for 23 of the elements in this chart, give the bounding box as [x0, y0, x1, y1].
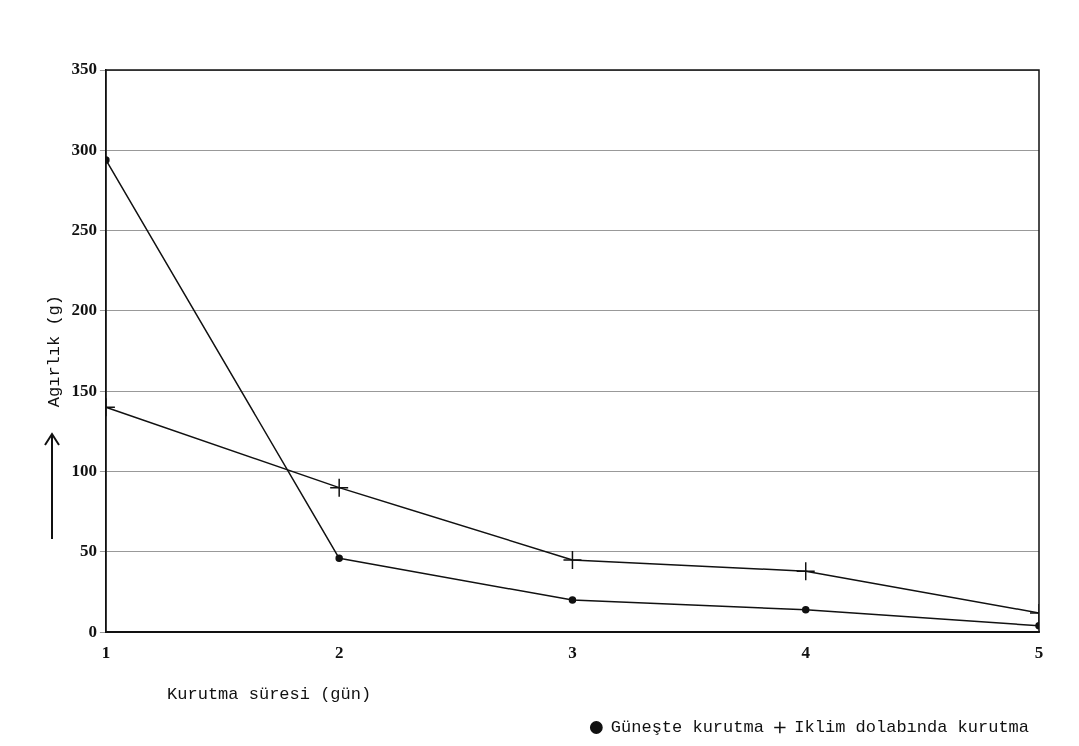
x-tick-label: 4 [801, 642, 811, 662]
y-tick-label: 350 [71, 59, 97, 79]
y-tick-label: 50 [79, 541, 97, 561]
legend-label: Güneşte kurutma [610, 718, 764, 737]
y-tick-label: 200 [71, 300, 97, 320]
x-tick-label: 1 [101, 642, 111, 662]
x-tick-label: 5 [1034, 642, 1044, 662]
y-tick-label: 150 [71, 380, 97, 400]
point [801, 605, 810, 614]
y-tick-label: 300 [71, 139, 97, 159]
x-tick-label: 3 [568, 642, 577, 662]
y-tick-label: 0 [88, 621, 97, 641]
x-axis-title: Kurutma süresi (gün) [105, 685, 372, 705]
point [335, 554, 343, 563]
point [562, 550, 583, 570]
point [329, 477, 349, 498]
point [568, 596, 577, 604]
y-axis-title: Agırlık (g) [44, 294, 64, 408]
x-tick-label: 2 [334, 642, 344, 662]
y-tick-label: 250 [71, 220, 97, 240]
y-tick-label: 100 [71, 460, 97, 480]
legend-label: Iklim dolabında kurutma [794, 718, 1029, 737]
point [795, 561, 816, 581]
